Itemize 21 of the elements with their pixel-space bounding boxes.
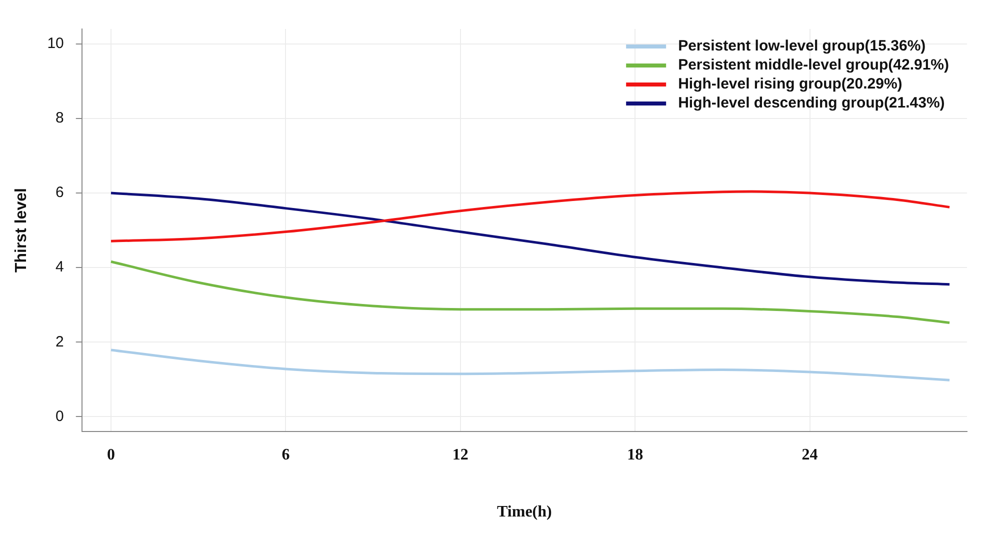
y-tick-label: 6	[56, 184, 64, 202]
legend-label: Persistent low-level group(15.36%)	[678, 38, 926, 55]
y-tick-label: 10	[47, 35, 64, 52]
x-tick-label: 18	[627, 446, 644, 464]
line-series	[110, 260, 951, 324]
x-tick-label: 6	[282, 446, 290, 464]
line-series	[110, 190, 951, 242]
line-series	[110, 192, 951, 286]
y-tick-label: 2	[56, 333, 64, 350]
y-axis-title: Thirst level	[13, 188, 30, 273]
x-tick-label: 12	[452, 446, 468, 464]
y-tick-label: 4	[56, 258, 64, 276]
legend-label: High-level descending group(21.43%)	[678, 94, 945, 112]
x-tick-label: 24	[802, 446, 818, 464]
legend-label: Persistent middle-level group(42.91%)	[678, 56, 950, 74]
legend-label: High-level rising group(20.29%)	[678, 76, 902, 93]
x-tick-label: 0	[107, 446, 115, 464]
line-series	[110, 348, 951, 382]
y-tick-label: 8	[56, 110, 64, 127]
y-tick-label: 0	[56, 408, 64, 425]
x-axis-title: Time(h)	[497, 504, 552, 521]
